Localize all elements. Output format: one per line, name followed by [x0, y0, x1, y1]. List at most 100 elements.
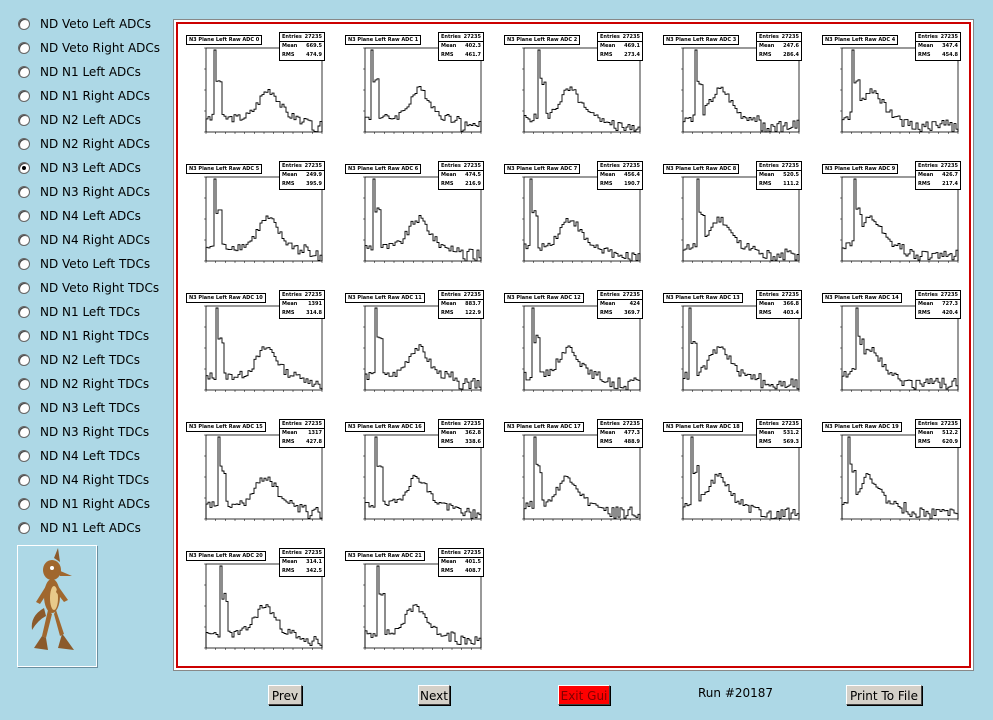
radio-button[interactable] — [18, 18, 30, 30]
mean-label: Mean — [759, 172, 775, 179]
run-number-label: Run #20187 — [698, 686, 774, 700]
radio-button[interactable] — [18, 522, 30, 534]
radio-option[interactable]: ND N1 Right TDCs — [14, 324, 174, 348]
histogram-pad[interactable]: N3 Plane Left Raw ADC 14 Entries 27235 Mean… — [820, 288, 965, 403]
radio-button[interactable] — [18, 210, 30, 222]
rms-label: RMS — [918, 438, 931, 445]
histogram-pad[interactable]: N3 Plane Left Raw ADC 13 Entries 27235 Mean… — [661, 288, 806, 403]
histogram-pad[interactable]: N3 Plane Left Raw ADC 15 Entries 27235 Mean… — [184, 417, 329, 532]
mean-value: 520.5 — [783, 172, 799, 179]
rms-label: RMS — [918, 51, 931, 58]
radio-option-label: ND N2 Right ADCs — [40, 137, 150, 151]
radio-button[interactable] — [18, 402, 30, 414]
radio-option-label: ND N1 Right ADCs — [40, 497, 150, 511]
radio-button[interactable] — [18, 498, 30, 510]
radio-button[interactable] — [18, 474, 30, 486]
histogram-pad[interactable]: N3 Plane Left Raw ADC 7 Entries 27235 Mean 4… — [502, 159, 647, 274]
radio-option-label: ND Veto Right ADCs — [40, 41, 161, 55]
radio-button[interactable] — [18, 426, 30, 438]
radio-option[interactable]: ND N4 Left TDCs — [14, 444, 174, 468]
entries-value: 27235 — [304, 34, 322, 40]
histogram-pad[interactable]: N3 Plane Left Raw ADC 0 Entries 27235 Mean 6… — [184, 30, 329, 145]
histogram-pad[interactable]: N3 Plane Left Raw ADC 9 Entries 27235 Mean 4… — [820, 159, 965, 274]
radio-button[interactable] — [18, 114, 30, 126]
radio-button[interactable] — [18, 330, 30, 342]
radio-option[interactable]: ND N2 Right TDCs — [14, 372, 174, 396]
histogram-pad[interactable]: N3 Plane Left Raw ADC 11 Entries 27235 Mean… — [343, 288, 488, 403]
stats-box: Entries 27235 Mean 401.5 RMS 408.7 — [438, 548, 484, 577]
entries-label: Entries — [600, 421, 620, 427]
rms-value: 395.9 — [306, 180, 322, 187]
radio-button[interactable] — [18, 66, 30, 78]
radio-button[interactable] — [18, 378, 30, 390]
radio-option[interactable]: ND N1 Right ADCs — [14, 84, 174, 108]
histogram-pad[interactable]: N3 Plane Left Raw ADC 19 Entries 27235 Mean… — [820, 417, 965, 532]
radio-button[interactable] — [18, 258, 30, 270]
histogram-selector: ND Veto Left ADCs ND Veto Right ADCs ND N1… — [14, 12, 174, 540]
mean-value: 1317 — [308, 430, 322, 437]
entries-label: Entries — [759, 163, 779, 169]
entries-value: 27235 — [940, 292, 958, 298]
rms-label: RMS — [759, 438, 772, 445]
radio-button[interactable] — [18, 186, 30, 198]
radio-option[interactable]: ND N4 Right TDCs — [14, 468, 174, 492]
radio-button[interactable] — [18, 42, 30, 54]
histogram-pad[interactable]: N3 Plane Left Raw ADC 4 Entries 27235 Mean 3… — [820, 30, 965, 145]
radio-option[interactable]: ND N1 Right ADCs — [14, 492, 174, 516]
radio-option[interactable]: ND N4 Right ADCs — [14, 228, 174, 252]
radio-option[interactable]: ND Veto Left TDCs — [14, 252, 174, 276]
radio-option[interactable]: ND N1 Left ADCs — [14, 60, 174, 84]
radio-option[interactable]: ND N2 Right ADCs — [14, 132, 174, 156]
radio-button[interactable] — [18, 306, 30, 318]
radio-option[interactable]: ND N2 Left TDCs — [14, 348, 174, 372]
rms-label: RMS — [759, 51, 772, 58]
mean-label: Mean — [441, 430, 457, 437]
histogram-pad[interactable]: N3 Plane Left Raw ADC 8 Entries 27235 Mean 5… — [661, 159, 806, 274]
histogram-pad[interactable]: N3 Plane Left Raw ADC 10 Entries 27235 Mean… — [184, 288, 329, 403]
histogram-pad[interactable]: N3 Plane Left Raw ADC 21 Entries 27235 Mean… — [343, 546, 488, 661]
exit-gui-button[interactable]: Exit Gui — [558, 685, 610, 705]
histogram-pad[interactable]: N3 Plane Left Raw ADC 12 Entries 27235 Mean… — [502, 288, 647, 403]
radio-button[interactable] — [18, 138, 30, 150]
histogram-pad[interactable]: N3 Plane Left Raw ADC 3 Entries 27235 Mean 2… — [661, 30, 806, 145]
histogram-pad[interactable]: N3 Plane Left Raw ADC 5 Entries 27235 Mean 2… — [184, 159, 329, 274]
radio-option[interactable]: ND N1 Left TDCs — [14, 300, 174, 324]
radio-button[interactable] — [18, 234, 30, 246]
histogram-title: N3 Plane Left Raw ADC 12 — [504, 293, 584, 303]
radio-button[interactable] — [18, 450, 30, 462]
radio-button[interactable] — [18, 90, 30, 102]
radio-button[interactable] — [18, 354, 30, 366]
histogram-title: N3 Plane Left Raw ADC 10 — [186, 293, 266, 303]
radio-option[interactable]: ND N3 Right TDCs — [14, 420, 174, 444]
histogram-pad[interactable]: N3 Plane Left Raw ADC 17 Entries 27235 Mean… — [502, 417, 647, 532]
histogram-pad[interactable]: N3 Plane Left Raw ADC 18 Entries 27235 Mean… — [661, 417, 806, 532]
radio-option-label: ND Veto Right TDCs — [40, 281, 160, 295]
rms-label: RMS — [600, 180, 613, 187]
rms-label: RMS — [759, 180, 772, 187]
histogram-pad[interactable]: N3 Plane Left Raw ADC 16 Entries 27235 Mean… — [343, 417, 488, 532]
histogram-pad[interactable]: N3 Plane Left Raw ADC 20 Entries 27235 Mean… — [184, 546, 329, 661]
histogram-pad[interactable]: N3 Plane Left Raw ADC 2 Entries 27235 Mean 4… — [502, 30, 647, 145]
radio-button-selected[interactable] — [18, 162, 30, 174]
rms-label: RMS — [282, 51, 295, 58]
radio-option[interactable]: ND N3 Right ADCs — [14, 180, 174, 204]
histogram-title: N3 Plane Left Raw ADC 7 — [504, 164, 581, 174]
radio-option[interactable]: ND Veto Right TDCs — [14, 276, 174, 300]
radio-option[interactable]: ND Veto Left ADCs — [14, 12, 174, 36]
radio-option[interactable]: ND N2 Left ADCs — [14, 108, 174, 132]
prev-button[interactable]: Prev — [268, 685, 302, 705]
radio-option-label: ND N1 Left TDCs — [40, 305, 141, 319]
radio-option[interactable]: ND N1 Left ADCs — [14, 516, 174, 540]
radio-option[interactable]: ND N4 Left ADCs — [14, 204, 174, 228]
radio-option[interactable]: ND N3 Left ADCs — [14, 156, 174, 180]
radio-option[interactable]: ND N3 Left TDCs — [14, 396, 174, 420]
radio-button[interactable] — [18, 282, 30, 294]
rms-value: 314.8 — [306, 309, 322, 316]
histogram-pad[interactable]: N3 Plane Left Raw ADC 6 Entries 27235 Mean 4… — [343, 159, 488, 274]
histogram-pad[interactable]: N3 Plane Left Raw ADC 1 Entries 27235 Mean 4… — [343, 30, 488, 145]
radio-option[interactable]: ND Veto Right ADCs — [14, 36, 174, 60]
radio-option-label: ND N3 Left ADCs — [40, 161, 141, 175]
next-button[interactable]: Next — [418, 685, 450, 705]
mean-value: 426.7 — [942, 172, 958, 179]
print-to-file-button[interactable]: Print To File — [846, 685, 922, 705]
